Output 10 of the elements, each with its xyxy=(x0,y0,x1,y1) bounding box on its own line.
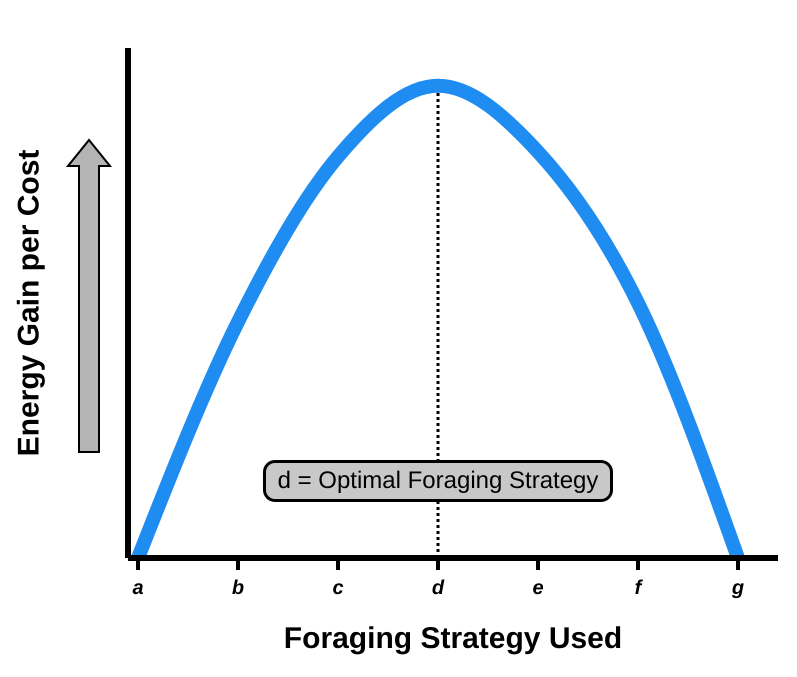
x-axis-title: Foraging Strategy Used xyxy=(284,622,622,655)
y-axis-title: Energy Gain per Cost xyxy=(12,150,46,456)
annotation: d = Optimal Foraging Strategy xyxy=(262,460,614,502)
x-tick-label: e xyxy=(532,577,544,599)
x-tick-label: c xyxy=(332,577,344,599)
x-tick-label: d xyxy=(432,577,445,599)
x-tick-label: f xyxy=(634,577,644,599)
x-tick-label: a xyxy=(132,577,144,599)
x-tick-label: g xyxy=(730,577,744,599)
x-tick-label: b xyxy=(232,577,244,599)
